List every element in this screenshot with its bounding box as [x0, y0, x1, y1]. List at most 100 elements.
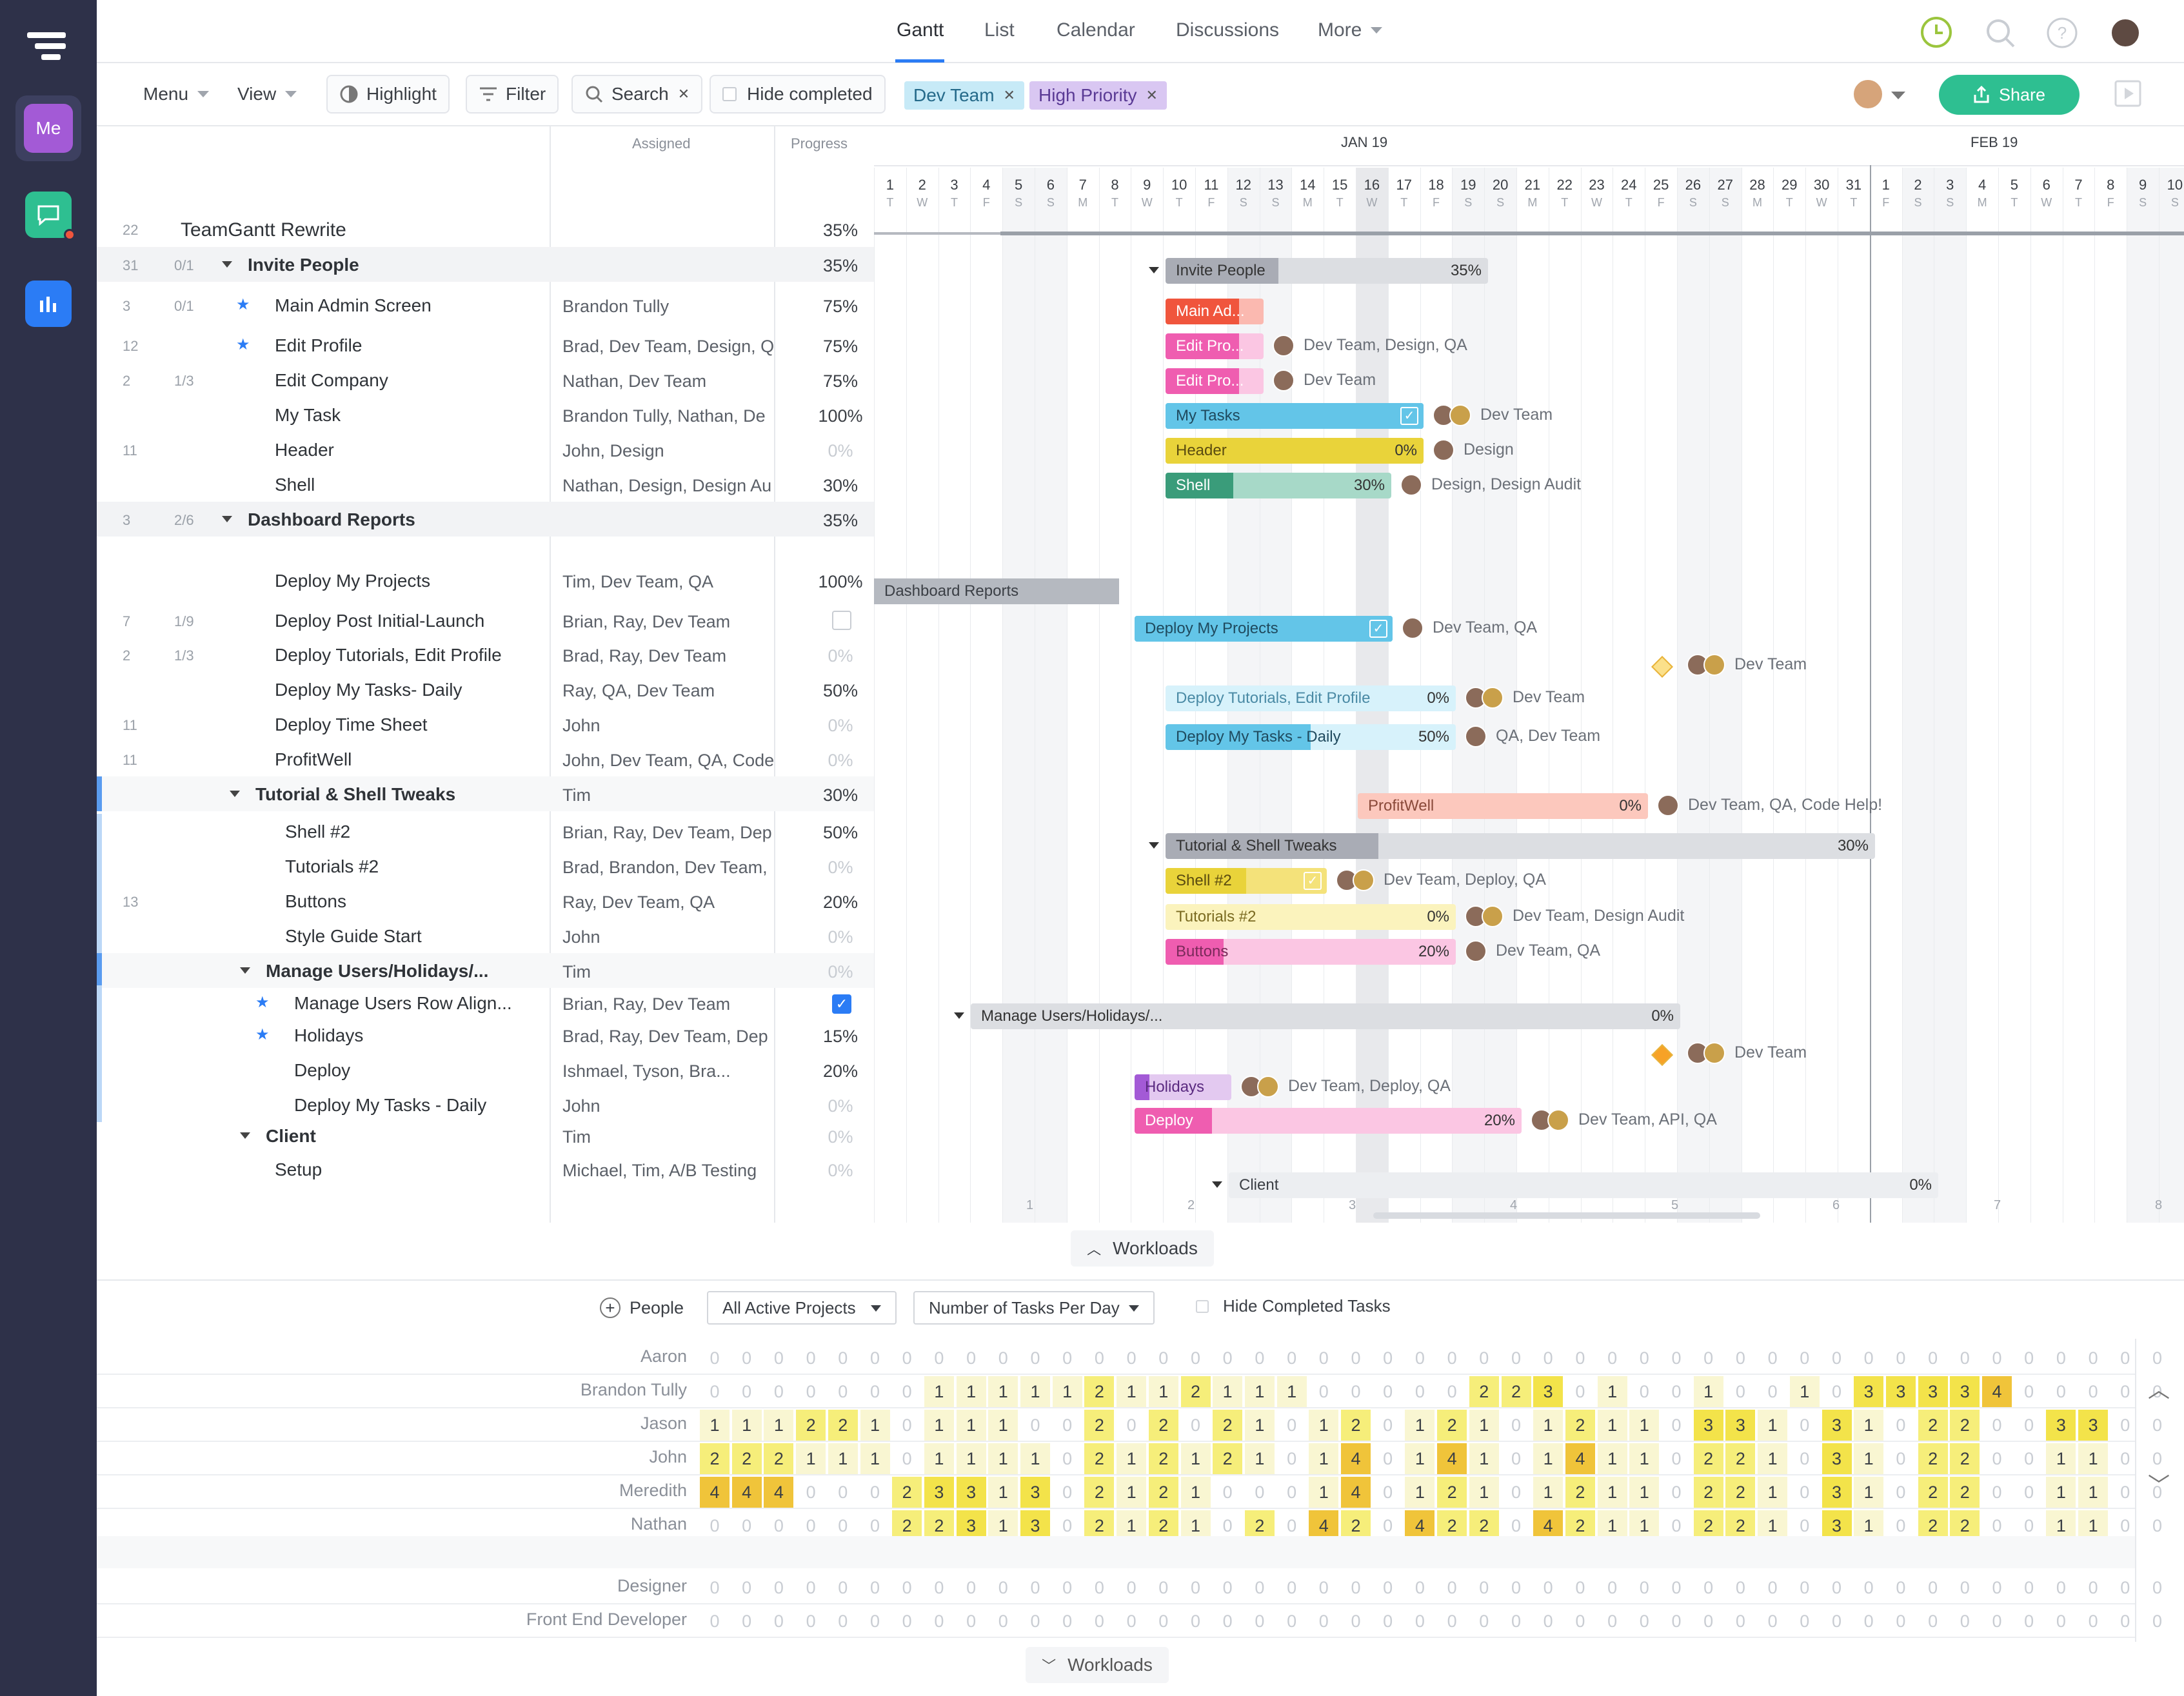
- workload-cell[interactable]: 0: [1767, 1612, 1778, 1631]
- workload-cell[interactable]: 2: [1693, 1443, 1723, 1474]
- task-assigned[interactable]: Brad, Ray, Dev Team, Dep: [562, 1027, 768, 1046]
- progress-checkbox[interactable]: [832, 611, 851, 630]
- workload-cell[interactable]: 1: [1758, 1477, 1788, 1508]
- workload-cell[interactable]: 0: [934, 1578, 944, 1597]
- workload-cell[interactable]: 0: [1831, 1382, 1842, 1401]
- avatar[interactable]: [1657, 794, 1679, 816]
- workload-cell[interactable]: 0: [1287, 1449, 1297, 1468]
- projects-select[interactable]: All Active Projects: [707, 1291, 897, 1325]
- task-row[interactable]: ★ Manage Users Row Align... Brian, Ray, De…: [97, 985, 874, 1020]
- workload-cell[interactable]: 0: [1287, 1483, 1297, 1502]
- workload-cell[interactable]: 0: [1351, 1578, 1361, 1597]
- workload-cell[interactable]: 0: [2024, 1415, 2034, 1435]
- task-progress[interactable]: 0%: [828, 962, 853, 981]
- task-progress[interactable]: 0%: [828, 751, 853, 770]
- checklist-count[interactable]: 1/9: [174, 613, 194, 629]
- star-icon[interactable]: ★: [255, 1026, 270, 1043]
- workload-cell[interactable]: 0: [2024, 1382, 2034, 1401]
- task-name[interactable]: Dashboard Reports: [248, 509, 415, 529]
- checkbox[interactable]: [1196, 1299, 1209, 1313]
- workload-cell[interactable]: 1: [1244, 1410, 1275, 1441]
- workload-cell[interactable]: 0: [2120, 1516, 2130, 1535]
- workload-cell[interactable]: 0: [1383, 1516, 1393, 1535]
- task-progress[interactable]: 0%: [828, 441, 853, 460]
- filter-chip-high-priority[interactable]: High Priority ✕: [1029, 81, 1167, 110]
- workload-cell[interactable]: 0: [710, 1578, 720, 1597]
- workload-cell[interactable]: 0: [1671, 1578, 1682, 1597]
- workload-cell[interactable]: 0: [1863, 1348, 1874, 1368]
- workload-cell[interactable]: 0: [806, 1612, 816, 1631]
- workload-cell[interactable]: 0: [1030, 1415, 1040, 1435]
- workload-cell[interactable]: 0: [1575, 1348, 1585, 1368]
- gantt-bar[interactable]: Client 0%: [1229, 1172, 1938, 1198]
- workload-cell[interactable]: 0: [1831, 1612, 1842, 1631]
- workload-cell[interactable]: 0: [742, 1348, 752, 1368]
- avatar[interactable]: [1482, 687, 1504, 709]
- workload-cell[interactable]: 0: [838, 1516, 848, 1535]
- workload-cell[interactable]: 0: [2174, 1410, 2184, 1441]
- workload-cell[interactable]: 0: [1896, 1483, 1906, 1502]
- workload-cell[interactable]: 0: [1383, 1348, 1393, 1368]
- avatar[interactable]: [1433, 439, 1454, 461]
- workload-cell[interactable]: 0: [1992, 1415, 2002, 1435]
- workload-cell[interactable]: 2: [1437, 1410, 1467, 1441]
- task-assigned[interactable]: John: [562, 927, 601, 947]
- task-row[interactable]: 2 1/3 Edit Company Nathan, Dev Team 75%: [97, 362, 874, 397]
- workload-cell[interactable]: 0: [1318, 1578, 1329, 1597]
- search-icon[interactable]: [1984, 17, 2016, 49]
- gantt-bar[interactable]: My Tasks ✓: [1166, 403, 1424, 429]
- workload-cell[interactable]: 0: [966, 1612, 977, 1631]
- comment-count[interactable]: 3: [123, 512, 131, 528]
- workload-cell[interactable]: 0: [1575, 1578, 1585, 1597]
- completed-checkbox[interactable]: ✓: [832, 994, 851, 1014]
- workload-cell[interactable]: 3: [2078, 1410, 2109, 1441]
- workload-cell[interactable]: 1: [988, 1376, 1018, 1407]
- checklist-count[interactable]: 1/3: [174, 647, 194, 664]
- workload-cell[interactable]: 0: [1671, 1382, 1682, 1401]
- workload-cell[interactable]: 2: [700, 1443, 730, 1474]
- workload-cell[interactable]: 0: [869, 1348, 880, 1368]
- task-name[interactable]: ProfitWell: [275, 749, 352, 769]
- close-icon[interactable]: ✕: [1146, 87, 1158, 103]
- workload-cell[interactable]: 0: [1383, 1483, 1393, 1502]
- task-name[interactable]: Deploy Tutorials, Edit Profile: [275, 645, 502, 665]
- workload-cell[interactable]: 3: [1725, 1410, 1756, 1441]
- workload-cell[interactable]: 0: [1671, 1415, 1682, 1435]
- workload-cell[interactable]: 0: [1671, 1449, 1682, 1468]
- checkbox[interactable]: [722, 87, 737, 101]
- scroll-down-button[interactable]: ﹀: [2148, 1474, 2170, 1498]
- workloads-toggle[interactable]: ︿ Workloads: [1071, 1230, 1214, 1267]
- workload-cell[interactable]: 2: [1084, 1376, 1115, 1407]
- workload-cell[interactable]: 0: [1543, 1578, 1553, 1597]
- workload-cell[interactable]: 2: [1918, 1443, 1948, 1474]
- task-assigned[interactable]: John, Design: [562, 441, 664, 460]
- workload-cell[interactable]: 0: [869, 1612, 880, 1631]
- workload-cell[interactable]: 1: [731, 1410, 762, 1441]
- tab-gantt[interactable]: Gantt: [897, 19, 944, 41]
- task-name[interactable]: Deploy: [294, 1060, 351, 1080]
- task-row[interactable]: 12 ★ Edit Profile Brad, Dev Team, Design, Q…: [97, 328, 874, 362]
- workload-cell[interactable]: 0: [1062, 1578, 1073, 1597]
- workload-cell[interactable]: 1: [1020, 1443, 1050, 1474]
- workload-cell[interactable]: 0: [806, 1348, 816, 1368]
- workload-cell[interactable]: 1: [1854, 1410, 1884, 1441]
- task-progress[interactable]: 0%: [828, 1127, 853, 1147]
- workload-cell[interactable]: 0: [1158, 1578, 1169, 1597]
- workload-cell[interactable]: 1: [860, 1443, 890, 1474]
- workload-cell[interactable]: 0: [966, 1578, 977, 1597]
- workload-cell[interactable]: 3: [1020, 1477, 1050, 1508]
- comment-count[interactable]: 31: [123, 257, 139, 273]
- task-name[interactable]: Shell: [275, 475, 315, 495]
- task-name[interactable]: Edit Profile: [275, 335, 362, 355]
- task-row[interactable]: Client Tim 0%: [97, 1118, 874, 1153]
- workload-cell[interactable]: 0: [2174, 1376, 2184, 1407]
- workload-cell[interactable]: 0: [1511, 1415, 1522, 1435]
- task-assigned[interactable]: John: [562, 1096, 601, 1116]
- workload-cell[interactable]: 0: [1800, 1516, 1810, 1535]
- workload-cell[interactable]: 1: [1789, 1376, 1820, 1407]
- workload-cell[interactable]: 0: [934, 1348, 944, 1368]
- task-name[interactable]: Setup: [275, 1159, 323, 1179]
- task-progress[interactable]: 35%: [822, 511, 859, 530]
- task-progress[interactable]: 100%: [818, 406, 863, 426]
- workload-cell[interactable]: 0: [2152, 1382, 2163, 1401]
